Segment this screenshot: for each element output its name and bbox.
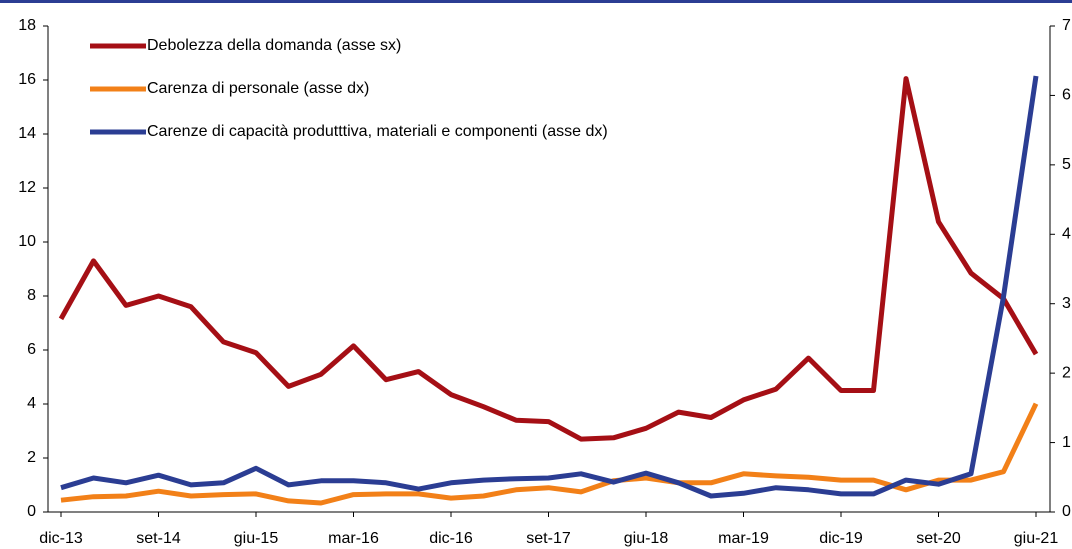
legend-label: Debolezza della domanda (asse sx) — [147, 37, 401, 54]
y2-tick-label: 7 — [1062, 17, 1071, 34]
series-line — [60, 75, 1039, 499]
x-tick-label: set-20 — [916, 530, 961, 547]
x-tick-label: giu-15 — [234, 530, 279, 547]
y2-tick-label: 2 — [1062, 364, 1071, 381]
x-tick-label: set-14 — [136, 530, 181, 547]
y-tick-label: 0 — [27, 503, 36, 520]
y-tick-label: 6 — [27, 341, 36, 358]
top-border — [0, 0, 1072, 3]
y2-tick-label: 4 — [1062, 226, 1071, 243]
y-tick-label: 8 — [27, 287, 36, 304]
series-line — [58, 76, 1039, 442]
y-tick-label: 10 — [18, 233, 36, 250]
x-tick-label: dic-19 — [819, 530, 863, 547]
y-tick-label: 14 — [18, 125, 36, 142]
y-tick-label: 4 — [27, 395, 36, 412]
x-tick-label: mar-16 — [328, 530, 379, 547]
y2-tick-label: 5 — [1062, 156, 1071, 173]
series-line — [60, 402, 1039, 506]
y-tick-label: 2 — [27, 449, 36, 466]
y2-tick-label: 6 — [1062, 87, 1071, 104]
y2-tick-label: 1 — [1062, 434, 1071, 451]
y-tick-label: 18 — [18, 17, 36, 34]
x-tick-label: dic-13 — [39, 530, 83, 547]
y-tick-label: 16 — [18, 71, 36, 88]
y2-tick-label: 0 — [1062, 503, 1071, 520]
legend-label: Carenza di personale (asse dx) — [147, 80, 369, 97]
y-tick-label: 12 — [18, 179, 36, 196]
y2-tick-label: 3 — [1062, 295, 1071, 312]
x-tick-label: set-17 — [526, 530, 571, 547]
x-tick-label: giu-18 — [624, 530, 669, 547]
x-tick-label: dic-16 — [429, 530, 473, 547]
x-tick-label: giu-21 — [1014, 530, 1059, 547]
legend-label: Carenze di capacità produtttiva, materia… — [147, 123, 608, 140]
x-tick-label: mar-19 — [718, 530, 769, 547]
